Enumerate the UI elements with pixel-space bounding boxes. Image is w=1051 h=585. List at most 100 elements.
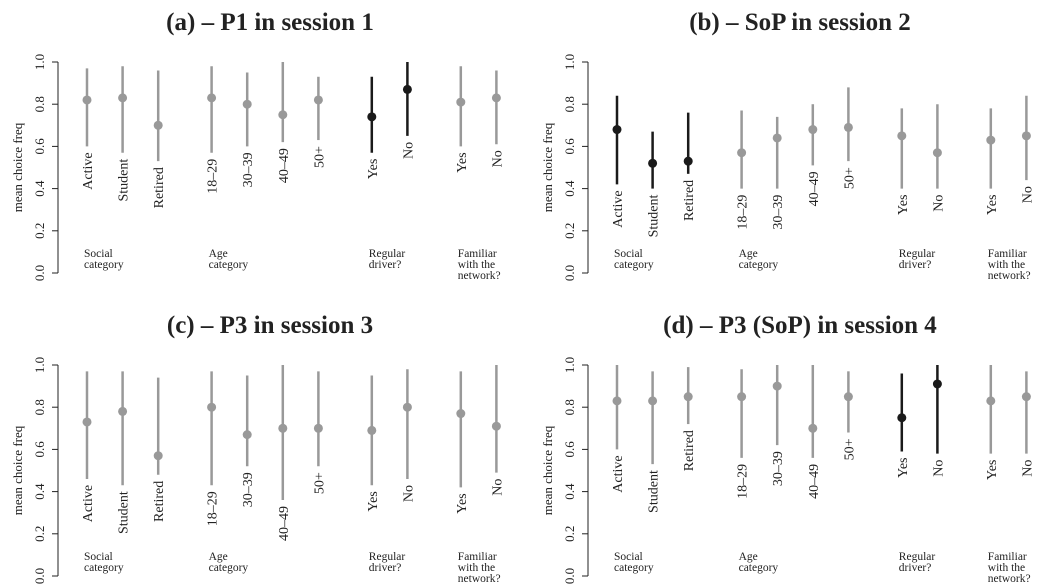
mean-point bbox=[491, 93, 501, 103]
category-label: Retired bbox=[682, 430, 697, 471]
mean-point bbox=[737, 148, 747, 158]
group-label: driver? bbox=[899, 259, 932, 271]
y-tick-label: 1.0 bbox=[32, 357, 47, 373]
category-label: 18–29 bbox=[206, 491, 221, 526]
group-label: Age bbox=[739, 551, 758, 563]
category-label: 50+ bbox=[842, 438, 857, 460]
group-label: category bbox=[739, 562, 779, 574]
category-label: Active bbox=[611, 455, 626, 492]
mean-point bbox=[843, 392, 853, 402]
category-label: No bbox=[490, 150, 505, 167]
category-label: 50+ bbox=[312, 146, 327, 168]
panel: (d) – P3 (SoP) in session 4 mean choice f… bbox=[540, 312, 1035, 585]
group-label: Regular bbox=[899, 248, 936, 260]
y-tick-label: 1.0 bbox=[32, 54, 47, 70]
mean-point bbox=[1021, 392, 1031, 402]
y-tick-label: 0.0 bbox=[32, 568, 47, 584]
mean-point bbox=[242, 99, 252, 109]
category-label: 18–29 bbox=[736, 464, 751, 499]
mean-point bbox=[402, 402, 412, 412]
group-label: driver? bbox=[899, 562, 932, 574]
group-label: network? bbox=[988, 270, 1031, 282]
y-tick-label: 0.8 bbox=[562, 399, 577, 415]
category-label: Student bbox=[647, 470, 662, 513]
group-label: Familiar bbox=[458, 551, 497, 563]
y-tick-label: 0.6 bbox=[32, 441, 47, 458]
y-axis-label: mean choice freq bbox=[540, 122, 555, 212]
mean-point bbox=[772, 133, 782, 143]
group-label: Social bbox=[84, 551, 113, 563]
y-tick-label: 0.6 bbox=[32, 138, 47, 155]
panel: (a) – P1 in session 1 mean choice freq 0.0… bbox=[10, 9, 505, 282]
group-label: with the bbox=[458, 562, 495, 574]
group-label: Regular bbox=[899, 551, 936, 563]
category-label: 40–49 bbox=[807, 171, 822, 206]
group-label: Social bbox=[614, 551, 643, 563]
y-tick-label: 0.0 bbox=[562, 568, 577, 584]
category-label: Yes bbox=[455, 152, 470, 172]
group-label: with the bbox=[458, 259, 495, 271]
group-label: with the bbox=[988, 259, 1025, 271]
y-tick-label: 0.0 bbox=[562, 265, 577, 281]
mean-point bbox=[456, 97, 466, 107]
mean-point bbox=[491, 421, 501, 431]
y-tick-label: 0.4 bbox=[562, 180, 577, 197]
category-label: Active bbox=[81, 152, 96, 189]
category-label: 18–29 bbox=[736, 195, 751, 230]
mean-point bbox=[1021, 131, 1031, 141]
category-label: No bbox=[1020, 186, 1035, 203]
mean-point bbox=[313, 95, 323, 105]
group-label: driver? bbox=[369, 259, 402, 271]
y-tick-label: 0.2 bbox=[562, 526, 577, 542]
category-label: Retired bbox=[682, 180, 697, 221]
category-label: Retired bbox=[152, 167, 167, 208]
y-tick-label: 0.6 bbox=[562, 138, 577, 155]
category-label: Yes bbox=[366, 491, 381, 511]
mean-point bbox=[897, 131, 907, 141]
group-label: category bbox=[739, 259, 779, 271]
category-label: Yes bbox=[985, 195, 1000, 215]
mean-point bbox=[207, 93, 217, 103]
mean-point bbox=[683, 156, 693, 166]
mean-point bbox=[612, 396, 622, 406]
category-label: Yes bbox=[896, 458, 911, 478]
category-label: Student bbox=[647, 194, 662, 237]
y-axis-label: mean choice freq bbox=[540, 425, 555, 515]
y-tick-label: 0.4 bbox=[32, 483, 47, 500]
mean-point bbox=[648, 158, 658, 168]
y-axis-label: mean choice freq bbox=[10, 425, 25, 515]
category-label: 30–39 bbox=[241, 152, 256, 187]
group-label: Age bbox=[209, 248, 228, 260]
y-tick-label: 0.2 bbox=[32, 223, 47, 239]
group-label: category bbox=[209, 562, 249, 574]
category-label: Student bbox=[117, 159, 132, 202]
y-tick-label: 0.8 bbox=[562, 96, 577, 112]
mean-point bbox=[772, 381, 782, 391]
mean-point bbox=[648, 396, 658, 406]
group-label: category bbox=[614, 562, 654, 574]
category-label: Student bbox=[117, 491, 132, 534]
category-label: 30–39 bbox=[771, 195, 786, 230]
category-label: No bbox=[1020, 460, 1035, 477]
category-label: 40–49 bbox=[277, 506, 292, 541]
category-label: Active bbox=[81, 485, 96, 522]
mean-point bbox=[367, 112, 377, 122]
group-label: network? bbox=[988, 573, 1031, 585]
category-label: Retired bbox=[152, 481, 167, 522]
group-label: category bbox=[84, 562, 124, 574]
group-label: category bbox=[209, 259, 249, 271]
y-axis-label: mean choice freq bbox=[10, 122, 25, 212]
category-label: 40–49 bbox=[277, 148, 292, 183]
mean-point bbox=[82, 95, 92, 105]
category-label: No bbox=[401, 142, 416, 159]
mean-point bbox=[242, 430, 252, 440]
group-label: Familiar bbox=[988, 551, 1027, 563]
panel: (b) – SoP in session 2 mean choice freq 0.… bbox=[540, 9, 1035, 282]
category-label: 50+ bbox=[312, 472, 327, 494]
mean-point bbox=[367, 425, 377, 435]
category-label: 30–39 bbox=[241, 472, 256, 507]
group-label: Social bbox=[84, 248, 113, 260]
y-tick-label: 0.4 bbox=[32, 180, 47, 197]
y-tick-label: 0.2 bbox=[32, 526, 47, 542]
